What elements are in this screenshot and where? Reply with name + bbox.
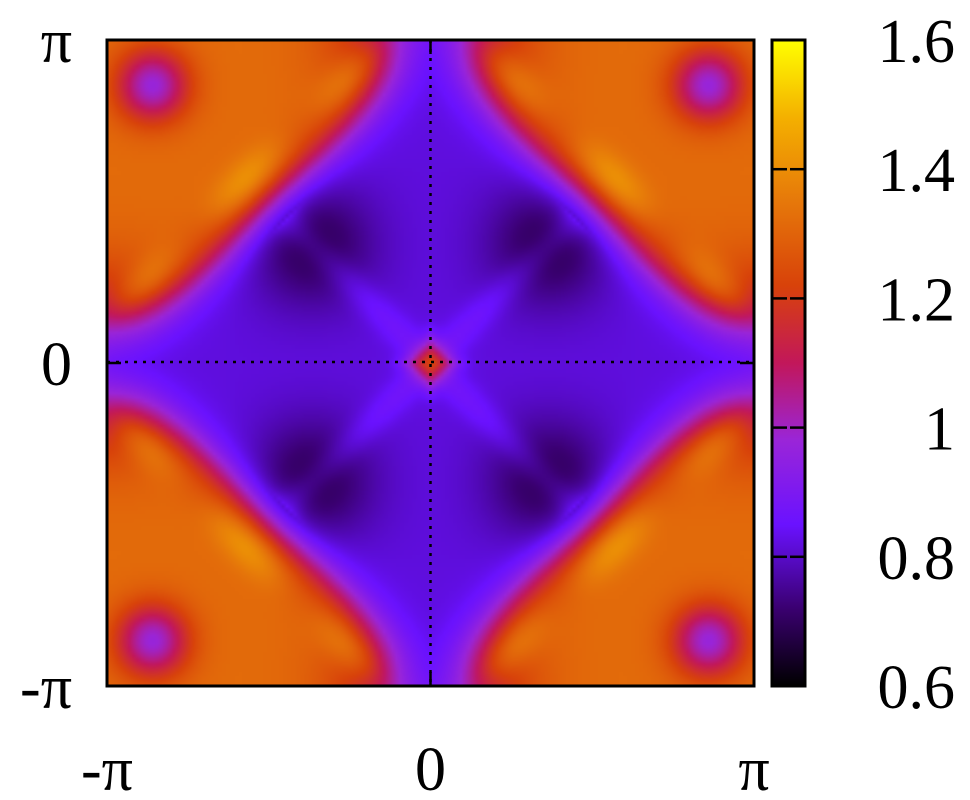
heatmap-area	[107, 40, 754, 686]
y-tick-label: 0	[41, 331, 72, 399]
y-axis-ticks: -π 0 π	[20, 8, 754, 722]
colorbar-tick-label: 0.6	[878, 654, 956, 722]
x-tick-label: 0	[415, 736, 446, 800]
colorbar-tick-label: 0.8	[878, 525, 956, 593]
colorbar: 0.6 0.8 1 1.2 1.4 1.6	[770, 8, 955, 722]
colorbar-ticks: 0.6 0.8 1 1.2 1.4 1.6	[772, 8, 955, 722]
colorbar-tick-label: 1.2	[878, 266, 956, 334]
y-tick-label: -π	[20, 654, 72, 722]
colorbar-tick-label: 1	[924, 396, 955, 464]
colorbar-gradient	[772, 40, 805, 686]
heatmap-image	[107, 40, 754, 686]
x-tick-label: -π	[81, 736, 133, 800]
x-tick-label: π	[738, 736, 769, 800]
colorbar-tick-label: 1.6	[878, 8, 956, 76]
y-tick-label: π	[41, 8, 72, 76]
x-axis-ticks: -π 0 π	[81, 40, 770, 800]
colorbar-tick-label: 1.4	[878, 137, 956, 205]
colorbar-frame	[770, 38, 807, 688]
